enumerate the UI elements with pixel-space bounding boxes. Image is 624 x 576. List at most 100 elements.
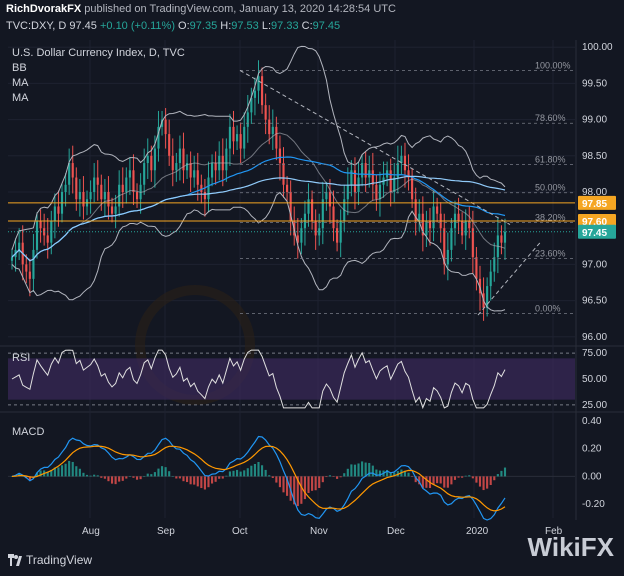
tradingview-icon xyxy=(8,554,22,566)
macd-histogram-bar xyxy=(114,476,117,485)
candle-body xyxy=(53,206,56,221)
candle-body xyxy=(153,148,156,171)
macd-histogram-bar xyxy=(193,476,196,485)
candle-body xyxy=(246,112,249,127)
bb-upper-line xyxy=(11,45,506,251)
price-tag-bg xyxy=(578,195,616,210)
macd-histogram-bar xyxy=(414,476,417,483)
macd-histogram-bar xyxy=(364,462,367,477)
macd-pane-title[interactable]: MACD xyxy=(12,426,45,438)
macd-histogram-bar xyxy=(278,476,281,488)
macd-histogram-bar xyxy=(453,476,457,480)
macd-histogram-bar xyxy=(118,476,121,482)
symbol[interactable]: TVC:DXY, D xyxy=(6,20,67,32)
candle-body xyxy=(121,184,124,192)
candle-body xyxy=(478,278,482,294)
macd-histogram-bar xyxy=(153,472,156,477)
candle-body xyxy=(128,170,131,178)
macd-histogram-bar xyxy=(403,470,407,477)
macd-histogram-bar xyxy=(85,474,89,477)
macd-histogram-bar xyxy=(121,476,124,481)
candle-body xyxy=(35,220,39,250)
tradingview-logo[interactable]: TradingView xyxy=(8,553,92,567)
rsi-pane-title[interactable]: RSI xyxy=(12,352,31,364)
macd-histogram-bar xyxy=(93,474,96,477)
macd-histogram-bar xyxy=(464,475,467,477)
macd-histogram-bar xyxy=(89,475,92,477)
candle-body xyxy=(114,206,117,214)
macd-histogram-bar xyxy=(421,476,424,488)
fib-level-label: 23.60% xyxy=(535,249,566,259)
macd-histogram-bar xyxy=(175,476,178,479)
fib-level-label: 78.60% xyxy=(535,113,566,123)
candle-body xyxy=(361,163,364,178)
candle-body xyxy=(328,192,332,207)
ma-indicator-label-1[interactable]: MA xyxy=(12,77,29,89)
candle-body xyxy=(332,206,335,229)
published-text: published on TradingView.com, January 13… xyxy=(84,3,396,15)
candle-body xyxy=(50,220,53,243)
main-pane-title: U.S. Dollar Currency Index, D, TVC xyxy=(12,47,185,59)
macd-histogram-bar xyxy=(221,476,224,479)
candle-body xyxy=(436,206,439,214)
candle-body xyxy=(411,177,414,200)
candle-body xyxy=(243,126,246,149)
candle-body xyxy=(446,249,449,265)
candle-body xyxy=(261,76,264,106)
macd-histogram-bar xyxy=(268,475,271,477)
ma-indicator-label-2[interactable]: MA xyxy=(12,92,29,104)
candle-body xyxy=(407,170,410,178)
candle-body xyxy=(100,184,103,200)
candle-body xyxy=(250,97,253,113)
candle-body xyxy=(400,155,403,164)
candle-body xyxy=(200,184,203,192)
x-axis-month-label: Oct xyxy=(232,526,248,537)
macd-histogram-bar xyxy=(293,476,296,505)
candle-body xyxy=(450,228,453,250)
macd-signal-line xyxy=(11,445,506,512)
publish-line: RichDvorakFX published on TradingView.co… xyxy=(6,3,396,15)
candle-body xyxy=(32,249,35,279)
candle-body xyxy=(146,155,149,164)
candle-body xyxy=(503,231,507,243)
macd-histogram-bar xyxy=(250,465,253,477)
macd-histogram-bar xyxy=(321,476,324,483)
macd-histogram-bar xyxy=(207,476,210,488)
macd-histogram-bar xyxy=(489,476,492,486)
macd-histogram-bar xyxy=(296,476,299,507)
close-value: 97.45 xyxy=(312,20,341,32)
macd-histogram-bar xyxy=(264,469,267,477)
macd-histogram-bar xyxy=(57,467,60,477)
trendline-down xyxy=(239,69,511,226)
macd-histogram-bar xyxy=(357,463,360,477)
candle-body xyxy=(10,257,14,261)
price-tag-label: 97.60 xyxy=(582,217,607,228)
macd-histogram-bar xyxy=(239,471,242,477)
candle-body xyxy=(89,192,92,200)
macd-histogram-bar xyxy=(218,476,221,479)
macd-histogram-bar xyxy=(214,476,217,482)
macd-histogram-bar xyxy=(389,472,392,477)
macd-histogram-bar xyxy=(371,465,374,477)
candle-body xyxy=(296,235,299,243)
macd-histogram-bar xyxy=(75,466,78,477)
candle-body xyxy=(110,206,114,214)
bb-indicator-label[interactable]: BB xyxy=(12,62,27,74)
candle-body xyxy=(278,148,281,164)
macd-histogram-bar xyxy=(436,476,439,484)
rsi-axis-label: 50.00 xyxy=(582,374,607,385)
fib-level-label: 38.20% xyxy=(535,212,566,222)
candle-body xyxy=(378,184,382,200)
candle-body xyxy=(314,220,317,236)
macd-histogram-bar xyxy=(332,476,335,477)
macd-histogram-bar xyxy=(386,469,389,477)
macd-histogram-bar xyxy=(318,476,321,488)
author-name[interactable]: RichDvorakFX xyxy=(6,3,82,15)
candle-body xyxy=(18,242,21,250)
macd-histogram-bar xyxy=(157,468,160,477)
candle-body xyxy=(207,177,210,200)
macd-histogram-bar xyxy=(486,476,489,489)
macd-histogram-bar xyxy=(478,476,482,487)
candle-body xyxy=(253,90,256,98)
